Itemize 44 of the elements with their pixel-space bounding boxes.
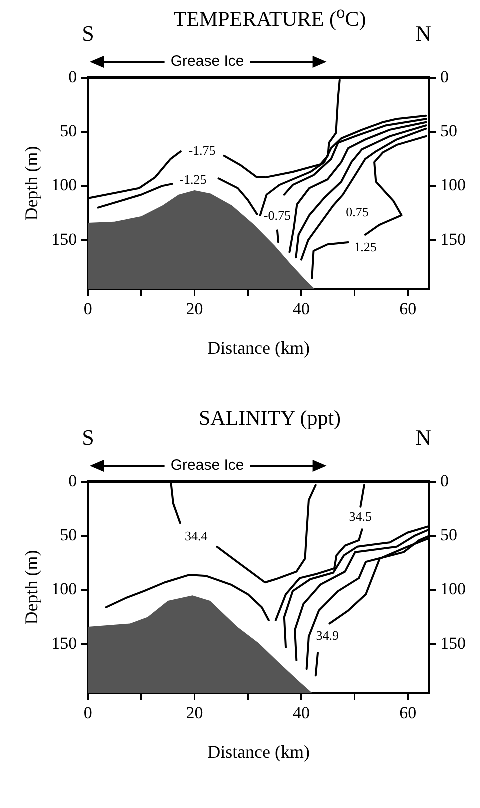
text: Grease Ice [170,457,244,474]
annotation: -1.25 [180,172,207,188]
y-tick-label: 100 [52,580,78,599]
y2-tick-label: 50 [440,122,458,141]
y-tick-label: 50 [60,122,78,141]
text: N [416,21,432,46]
x-tick-label: 20 [186,300,204,319]
y2-tick-label: 100 [440,176,466,195]
y-tick-label: 150 [52,230,78,249]
x-tick-label: 60 [400,300,417,319]
y2-tick-label: 150 [440,634,466,653]
y2-tick-label: 0 [440,471,449,490]
y-axis-title: Depth (m) [22,146,42,221]
x-tick-label: 40 [292,300,310,319]
annotation: 0.75 [346,204,369,220]
y-axis-title: Depth (m) [22,550,42,625]
annotation: 34.9 [316,628,339,644]
text: N [416,425,432,450]
x-tick-label: 0 [84,300,92,319]
y-tick-label: 0 [68,67,78,86]
y2-tick-label: 0 [440,67,449,86]
y2-tick-label: 150 [440,230,466,249]
x-tick-label: 20 [186,704,204,723]
y-tick-label: 100 [52,176,78,195]
x-tick-label: 40 [292,704,310,723]
y2-tick-label: 50 [440,526,458,545]
chart-title: SALINITY (ppt) [198,406,342,430]
y-tick-label: 150 [52,634,78,653]
y-tick-label: 0 [68,471,78,490]
annotation: 34.5 [349,509,372,524]
x-tick-label: 0 [84,704,92,723]
x-tick-label: 60 [400,704,417,723]
annotation: -1.75 [188,143,216,158]
y2-tick-label: 100 [440,580,466,599]
text: S [82,21,94,46]
y-tick-label: 50 [60,526,78,545]
x-axis-title: Distance (km) [208,742,310,762]
text: Grease Ice [170,53,244,70]
x-axis-title: Distance (km) [208,338,310,358]
text: S [82,425,94,450]
annotation: -0.75 [264,208,292,223]
chart-title: TEMPERATURE ($^{o}$C) [174,2,366,31]
annotation: 34.4 [185,528,208,544]
annotation: 1.25 [354,239,377,254]
